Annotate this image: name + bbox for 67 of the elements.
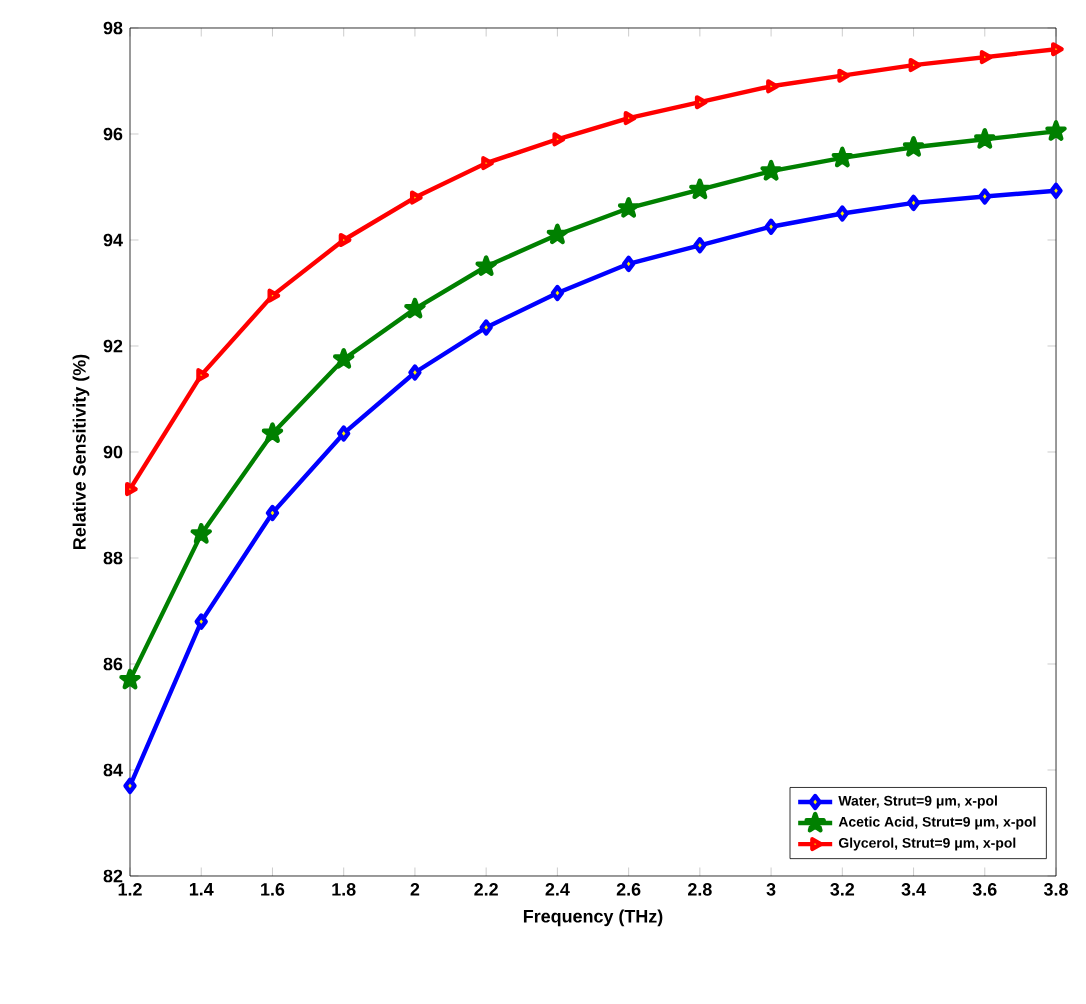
point bbox=[338, 232, 352, 248]
y-tick-label: 88 bbox=[103, 551, 123, 565]
y-tick-label: 84 bbox=[103, 763, 123, 777]
point bbox=[475, 255, 497, 276]
point bbox=[479, 319, 493, 336]
x-tick-label: 2.2 bbox=[474, 883, 498, 896]
y-tick-label: 96 bbox=[103, 127, 123, 141]
point bbox=[265, 504, 280, 522]
point bbox=[835, 205, 849, 222]
point bbox=[902, 136, 925, 157]
y-tick-label: 86 bbox=[103, 657, 123, 671]
x-tick-label: 3.6 bbox=[972, 883, 997, 896]
point bbox=[837, 68, 851, 83]
y-tick-label: 82 bbox=[103, 869, 123, 883]
point bbox=[408, 364, 422, 381]
point bbox=[764, 218, 778, 235]
point bbox=[552, 132, 566, 147]
point bbox=[190, 522, 212, 544]
point bbox=[694, 95, 708, 110]
point bbox=[1051, 42, 1064, 57]
point bbox=[123, 777, 137, 795]
x-tick-label: 1.8 bbox=[332, 883, 356, 896]
point bbox=[550, 284, 565, 302]
point bbox=[831, 146, 854, 168]
y-axis-title: Relative Sensitivity (%) bbox=[72, 354, 90, 549]
x-tick-label: 3 bbox=[766, 883, 776, 896]
x-tick-label: 1.6 bbox=[261, 883, 285, 896]
point bbox=[623, 111, 637, 126]
point bbox=[119, 668, 141, 690]
point bbox=[621, 255, 636, 273]
point bbox=[261, 422, 284, 443]
y-tick-label: 94 bbox=[103, 233, 123, 247]
point bbox=[760, 159, 782, 181]
point bbox=[196, 368, 209, 383]
x-tick-label: 2.6 bbox=[616, 883, 641, 896]
x-tick-label: 3.8 bbox=[1043, 883, 1068, 896]
point bbox=[481, 156, 494, 171]
point bbox=[409, 190, 423, 205]
point bbox=[978, 188, 992, 205]
y-tick-label: 98 bbox=[103, 21, 123, 35]
point bbox=[125, 482, 138, 497]
point bbox=[1049, 182, 1063, 199]
x-axis-title: Frequency (THz) bbox=[523, 909, 663, 927]
point bbox=[332, 348, 355, 369]
point bbox=[546, 223, 569, 245]
point bbox=[267, 288, 281, 303]
y-tick-label: 92 bbox=[103, 339, 123, 353]
point bbox=[337, 425, 351, 442]
x-tick-label: 2.4 bbox=[545, 883, 570, 896]
x-tick-label: 1.2 bbox=[118, 883, 142, 896]
point bbox=[766, 79, 779, 94]
point bbox=[689, 178, 711, 200]
x-tick-label: 2.8 bbox=[688, 883, 712, 896]
point bbox=[693, 237, 707, 254]
point bbox=[404, 297, 426, 319]
point bbox=[908, 58, 922, 73]
point bbox=[194, 613, 208, 630]
x-tick-label: 3.2 bbox=[830, 883, 855, 896]
x-tick-label: 2 bbox=[410, 883, 420, 896]
point bbox=[974, 128, 996, 149]
point bbox=[979, 50, 993, 65]
x-tick-label: 3.4 bbox=[901, 883, 926, 896]
point bbox=[906, 194, 921, 212]
point bbox=[1045, 120, 1067, 141]
point bbox=[617, 197, 640, 218]
x-tick-label: 1.4 bbox=[189, 883, 214, 896]
y-tick-label: 90 bbox=[103, 445, 123, 459]
